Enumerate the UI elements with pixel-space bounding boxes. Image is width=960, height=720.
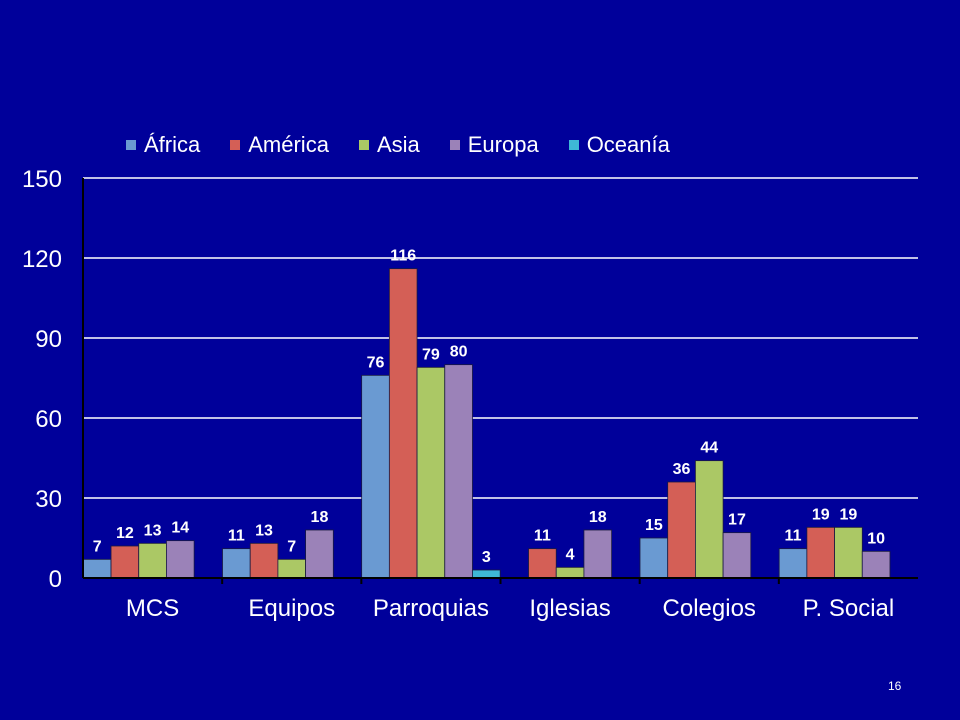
y-tick-label-60: 60 [35, 406, 62, 433]
bar-África-P. Social [778, 548, 808, 579]
data-label-África-Colegios: 15 [645, 517, 663, 534]
bar-Asia-Equipos [277, 558, 306, 579]
data-label-África-MCS: 7 [93, 538, 102, 555]
legend-item-asia: Asia [358, 132, 420, 158]
labels: 0 30 60 90 120 150 MCS 7 12 13 14 Equipos 11 13 7 18 Par… [22, 166, 894, 622]
axes [82, 178, 918, 584]
chart-legend: África América Asia Europa Oceanía [126, 132, 700, 158]
legend-swatch-america [230, 140, 241, 150]
y-tick-label-150: 150 [22, 166, 62, 193]
data-label-América-Iglesias: 11 [534, 528, 551, 545]
bar-Asia-MCS [138, 542, 167, 579]
data-label-Europa-Equipos: 18 [311, 509, 329, 526]
bar-Europa-P. Social [861, 550, 891, 579]
data-label-África-Parroquias: 76 [367, 354, 385, 371]
bar-América-Parroquias [388, 268, 418, 579]
bar-América-Colegios [667, 481, 696, 579]
y-tick-label-90: 90 [35, 326, 62, 353]
legend-label-europa: Europa [467, 132, 539, 157]
bar-Asia-Colegios [695, 460, 724, 579]
bar-América-Iglesias [528, 548, 557, 579]
x-tick-label-5: P. Social [803, 595, 895, 622]
legend-swatch-asia [358, 140, 369, 150]
legend-swatch-europa [449, 140, 460, 150]
data-label-Europa-Parroquias: 80 [450, 344, 468, 361]
bar-América-MCS [110, 545, 140, 579]
bar-Europa-Equipos [305, 529, 334, 579]
legend-item-america: América [230, 132, 329, 158]
data-label-África-Equipos: 11 [228, 528, 245, 545]
legend-item-africa: África [126, 132, 200, 158]
bar-América-P. Social [806, 526, 835, 579]
bar-Europa-Colegios [722, 532, 752, 579]
bar-Europa-MCS [166, 540, 195, 579]
data-label-África-P. Social: 11 [785, 528, 802, 545]
data-label-América-P. Social: 19 [812, 506, 830, 523]
bar-África-MCS [82, 558, 112, 579]
bar-Asia-P. Social [834, 526, 863, 579]
data-label-Europa-MCS: 14 [171, 520, 189, 537]
legend-item-europa: Europa [449, 132, 539, 158]
y-tick-label-120: 120 [22, 246, 62, 273]
legend-label-oceania: Oceanía [586, 132, 670, 157]
x-tick-label-1: Equipos [248, 595, 335, 622]
data-label-América-Equipos: 13 [255, 522, 273, 539]
data-label-Europa-Colegios: 17 [728, 512, 746, 529]
bar-Oceanía-Parroquias [472, 569, 501, 579]
bar-África-Equipos [222, 548, 251, 579]
bar-Asia-Parroquias [416, 366, 446, 579]
data-label-América-Parroquias: 116 [390, 248, 416, 265]
gridlines [83, 177, 918, 499]
legend-item-oceania: Oceanía [568, 132, 670, 158]
x-tick-label-3: Iglesias [529, 595, 610, 622]
x-tick-label-0: MCS [126, 595, 179, 622]
bar-América-Equipos [249, 542, 279, 579]
data-label-Asia-Colegios: 44 [700, 440, 718, 457]
data-label-Europa-Iglesias: 18 [589, 509, 607, 526]
bar-Europa-Iglesias [583, 529, 613, 579]
data-label-Asia-Parroquias: 79 [422, 346, 440, 363]
bar-África-Colegios [639, 537, 669, 579]
legend-label-africa: África [144, 132, 201, 157]
data-label-Asia-Equipos: 7 [287, 538, 296, 555]
legend-label-america: América [248, 132, 329, 157]
legend-label-asia: Asia [376, 132, 420, 157]
data-label-Europa-P. Social: 10 [867, 530, 885, 547]
legend-swatch-africa [126, 140, 136, 150]
data-label-Asia-P. Social: 19 [840, 506, 858, 523]
bar-África-Parroquias [361, 374, 390, 579]
data-label-Oceanía-Parroquias: 3 [482, 549, 491, 566]
data-label-América-MCS: 12 [116, 525, 134, 542]
y-tick-label-0: 0 [49, 566, 62, 593]
x-tick-label-4: Colegios [663, 595, 756, 622]
data-label-Asia-MCS: 13 [144, 522, 162, 539]
bars [82, 268, 891, 579]
bar-Asia-Iglesias [555, 566, 585, 579]
data-label-Asia-Iglesias: 4 [566, 546, 575, 563]
legend-swatch-oceania [568, 140, 579, 150]
y-tick-label-30: 30 [35, 486, 62, 513]
data-label-América-Colegios: 36 [673, 461, 691, 478]
page-number: 16 [888, 679, 902, 693]
bar-Europa-Parroquias [444, 364, 473, 579]
x-tick-label-2: Parroquias [373, 595, 489, 622]
